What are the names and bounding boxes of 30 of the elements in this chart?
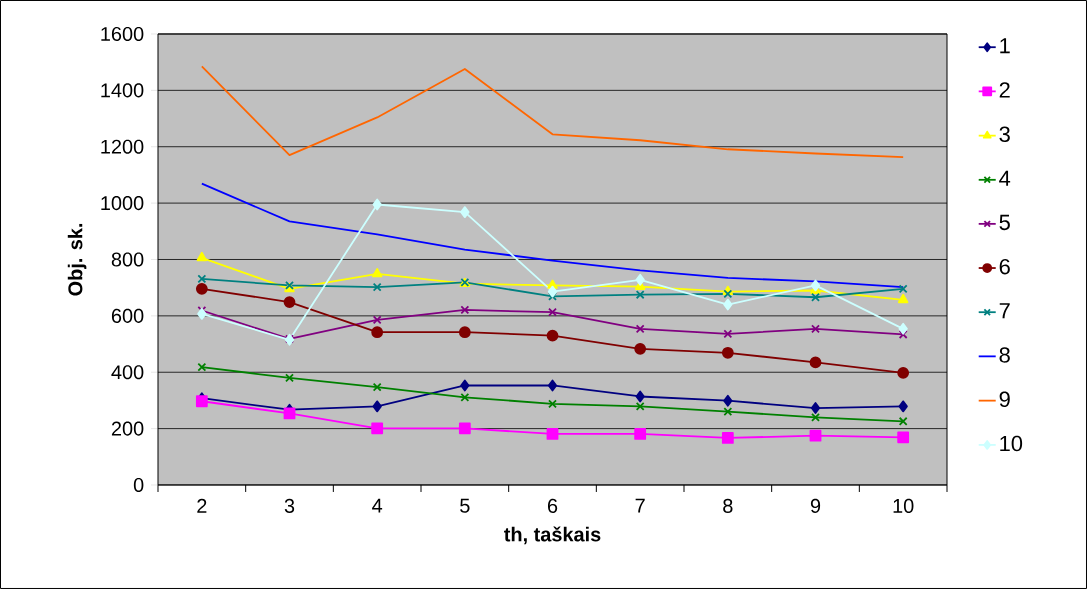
x-tick-label: 7 bbox=[635, 498, 645, 513]
y-tick-label: 800 bbox=[111, 252, 144, 267]
legend-label: 9 bbox=[999, 391, 1010, 408]
y-axis-title: Obj. sk. bbox=[67, 223, 87, 296]
legend-label: 6 bbox=[999, 258, 1010, 275]
y-tick-label: 1400 bbox=[101, 83, 144, 98]
x-tick-label: 2 bbox=[197, 498, 207, 513]
x-tick-label: 8 bbox=[723, 498, 733, 513]
y-tick-label: 600 bbox=[111, 308, 144, 323]
legend-label: 1 bbox=[1000, 38, 1010, 54]
legend-label: 2 bbox=[999, 82, 1010, 98]
x-tick-label: 10 bbox=[893, 498, 914, 513]
y-tick-label: 1000 bbox=[101, 196, 144, 211]
legend-label: 7 bbox=[999, 303, 1010, 319]
y-tick-label: 0 bbox=[133, 477, 144, 493]
x-tick-label: 3 bbox=[284, 498, 295, 513]
x-axis-title: th, taškais bbox=[504, 526, 601, 545]
y-tick-label: 1200 bbox=[101, 139, 144, 154]
y-tick-label: 200 bbox=[111, 421, 144, 436]
y-tick-label: 1600 bbox=[101, 26, 144, 42]
legend-label: 8 bbox=[999, 347, 1010, 363]
x-tick-label: 4 bbox=[372, 498, 383, 513]
legend-label: 10 bbox=[1000, 435, 1023, 452]
x-tick-label: 6 bbox=[547, 498, 558, 513]
y-tick-label: 400 bbox=[111, 365, 144, 380]
x-tick-label: 5 bbox=[460, 498, 470, 513]
legend-label: 4 bbox=[999, 170, 1011, 186]
x-tick-label: 9 bbox=[810, 498, 821, 513]
legend-label: 5 bbox=[999, 214, 1010, 231]
legend-label: 3 bbox=[999, 126, 1010, 143]
